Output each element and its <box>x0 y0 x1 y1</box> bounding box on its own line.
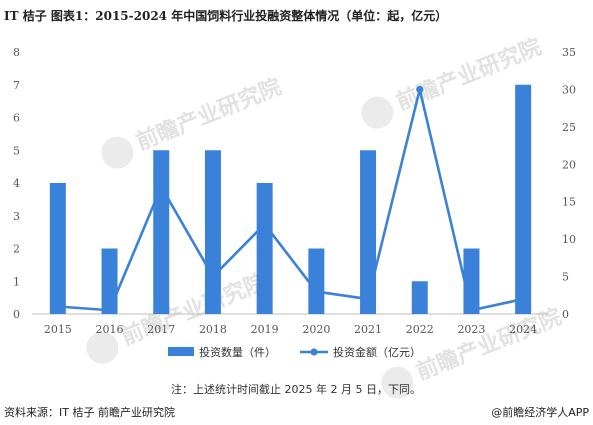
x-tick-label: 2018 <box>199 323 227 336</box>
watermark-logo <box>361 96 394 129</box>
watermark-text: 前瞻产业研究院 <box>133 74 286 156</box>
x-tick-label: 2023 <box>457 323 485 336</box>
y-left-tick-label: 3 <box>13 210 20 223</box>
legend-label-bar: 投资数量（件） <box>199 345 276 359</box>
x-tick-label: 2020 <box>302 323 330 336</box>
legend: 投资数量（件） 投资金额（亿元） <box>168 345 421 359</box>
bar-2015 <box>49 183 66 314</box>
y-left-tick-label: 4 <box>13 177 20 190</box>
bar-2022 <box>411 281 428 314</box>
watermark-logo <box>86 331 119 364</box>
y-left-tick-label: 6 <box>13 112 20 125</box>
y-right-tick-label: 0 <box>562 308 569 321</box>
y-right-tick-label: 20 <box>562 158 576 171</box>
watermark-logo <box>101 136 134 169</box>
legend-label-line: 投资金额（亿元） <box>333 345 421 359</box>
x-tick-label: 2015 <box>44 323 72 336</box>
y-right-tick-label: 35 <box>562 46 576 59</box>
legend-swatch-marker <box>310 348 318 356</box>
source-text: 资料来源：IT 桔子 前瞻产业研究院 <box>4 405 175 419</box>
chart-title: IT 桔子 图表1：2015-2024 年中国饲料行业投融资整体情况（单位：起，… <box>4 8 447 23</box>
line-point-peak <box>416 85 424 94</box>
x-tick-label: 2016 <box>96 323 124 336</box>
y-left-tick-label: 1 <box>13 275 20 288</box>
y-left-tick-label: 2 <box>13 243 20 256</box>
watermark-text: 前瞻产业研究院 <box>413 304 566 386</box>
y-left-tick-label: 5 <box>13 144 20 157</box>
x-tick-label: 2024 <box>509 323 537 336</box>
bar-2020 <box>308 248 325 314</box>
bar-2017 <box>153 150 170 314</box>
y-left-tick-label: 8 <box>13 46 20 59</box>
bar-2024 <box>515 84 532 314</box>
footnote: 注：上述统计时间截止 2025 年 2 月 5 日，下同。 <box>171 382 421 396</box>
bar-2019 <box>256 183 273 314</box>
y-right-tick-label: 15 <box>562 196 576 209</box>
y-right-tick-label: 10 <box>562 233 576 246</box>
bar-2016 <box>101 248 118 314</box>
y-right-tick-label: 5 <box>562 271 569 284</box>
legend-swatch-bar <box>168 347 194 356</box>
plot-area: 0 1 2 3 4 5 6 7 8 0 5 10 15 20 25 30 35 2015 2016 2017 2018 2… <box>13 46 576 336</box>
y-right-tick-label: 25 <box>562 121 576 134</box>
x-tick-label: 2022 <box>406 323 434 336</box>
x-tick-label: 2017 <box>147 323 175 336</box>
y-right-tick-label: 30 <box>562 83 576 96</box>
brand-text: @前瞻经济学人APP <box>491 405 589 419</box>
watermark-text: 前瞻产业研究院 <box>118 269 271 351</box>
y-left-tick-label: 0 <box>13 308 20 321</box>
y-left-tick-label: 7 <box>13 79 20 92</box>
x-tick-label: 2021 <box>354 323 382 336</box>
bar-2021 <box>360 150 377 314</box>
bar-2018 <box>204 150 221 314</box>
line-series-amount <box>57 88 524 312</box>
x-tick-label: 2019 <box>251 323 279 336</box>
watermark-logo <box>381 366 414 399</box>
